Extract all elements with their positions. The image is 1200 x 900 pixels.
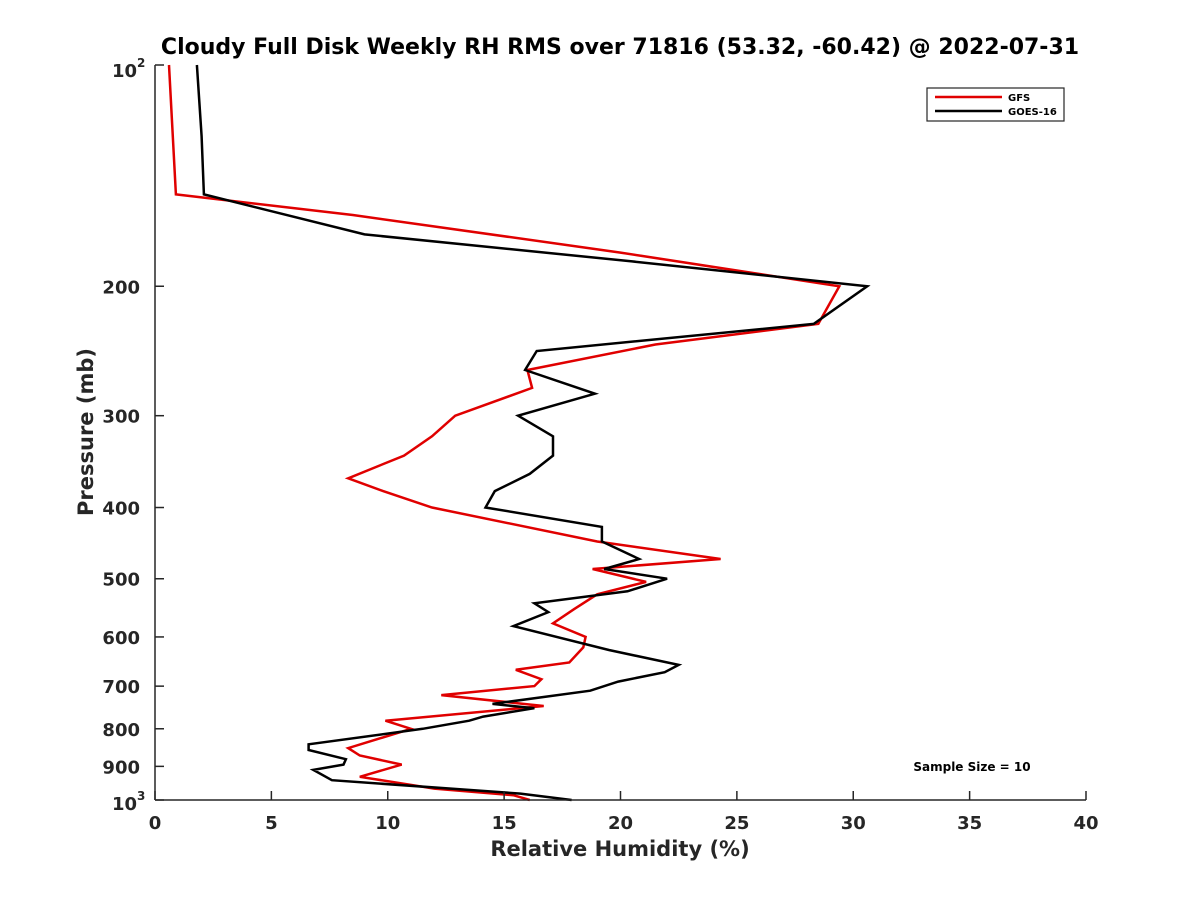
x-tick-label: 5	[265, 813, 278, 834]
y-tick-label: 600	[102, 628, 140, 649]
x-tick-label: 10	[375, 813, 400, 834]
legend-box	[926, 87, 1065, 122]
legend-label-gfs: GFS	[1008, 93, 1030, 104]
x-tick-label: 0	[149, 813, 162, 834]
sample-size-annotation: Sample Size = 10	[913, 760, 1030, 774]
y-tick-label: 500	[102, 570, 140, 591]
x-tick-label: 30	[841, 813, 866, 834]
y-tick-label: 800	[102, 720, 140, 741]
x-tick-label: 35	[957, 813, 982, 834]
x-tick-label: 40	[1073, 813, 1098, 834]
y-top-exponent-label: 2	[137, 56, 145, 70]
x-tick-label: 15	[492, 813, 517, 834]
x-tick-label: 20	[608, 813, 633, 834]
y-top-base-label: 10	[112, 61, 137, 82]
y-axis-ticks: 200 300 400 500 600 700 800 900	[102, 64, 164, 801]
y-bottom-end-label: 10 3	[112, 789, 145, 815]
series-line-goes16	[195, 64, 871, 802]
y-tick-label: 200	[102, 277, 140, 298]
y-tick-label: 300	[102, 407, 140, 428]
chart-title: Cloudy Full Disk Weekly RH RMS over 7181…	[161, 35, 1079, 60]
series-layer	[167, 64, 871, 802]
legend: GFS GOES-16	[926, 87, 1065, 122]
y-bottom-exponent-label: 3	[137, 789, 145, 803]
y-top-end-label: 10 2	[112, 56, 145, 82]
legend-label-goes16: GOES-16	[1008, 107, 1057, 118]
y-bottom-base-label: 10	[112, 794, 137, 815]
x-tick-label: 25	[724, 813, 749, 834]
x-axis-label: Relative Humidity (%)	[490, 837, 749, 861]
y-tick-label: 400	[102, 499, 140, 520]
x-axis-ticks: 0 5 10 15 20 25 30 35 40	[149, 791, 1099, 834]
y-axis-label: Pressure (mb)	[74, 348, 98, 516]
y-tick-label: 700	[102, 677, 140, 698]
y-tick-label: 900	[102, 757, 140, 778]
